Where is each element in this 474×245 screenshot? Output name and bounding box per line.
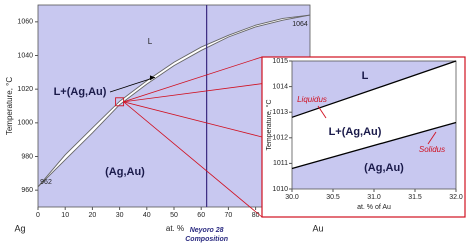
y-tick-label: 1014 — [272, 83, 288, 90]
annotation-arrow — [427, 131, 437, 145]
x-tick-label: 31.0 — [367, 194, 381, 201]
phase-boundary — [291, 121, 457, 170]
x-end-label: Ag — [14, 223, 25, 233]
y-axis-label: Temperature, °C — [265, 99, 273, 150]
zoom-connector — [123, 101, 263, 218]
y-tick-label: 1010 — [272, 186, 288, 193]
phase-boundary — [37, 14, 311, 188]
y-tick-label: 1000 — [17, 120, 33, 127]
series-label: Solidus — [419, 145, 445, 154]
x-end-label: Au — [312, 223, 323, 233]
region-label: (Ag,Au) — [364, 162, 404, 174]
x-tick-label: 0 — [36, 212, 40, 219]
region-label-solid: (Ag,Au) — [105, 166, 145, 178]
y-tick-label: 1020 — [17, 86, 33, 93]
x-tick-label: 70 — [225, 212, 233, 219]
x-tick-label: 50 — [170, 212, 178, 219]
annotation-arrow — [317, 105, 327, 119]
endpoint-label: 1064 — [292, 21, 308, 28]
x-tick-label: 30.5 — [326, 194, 340, 201]
endpoint-label: 962 — [40, 179, 52, 186]
y-tick-label: 1012 — [272, 135, 288, 142]
zoom-connector — [123, 56, 263, 103]
y-axis-label: Temperature, °C — [5, 77, 14, 136]
y-tick-label: 1011 — [273, 160, 288, 167]
y-tick-label: 1015 — [272, 58, 288, 65]
phase-boundary — [37, 14, 311, 188]
x-tick-label: 60 — [197, 212, 205, 219]
x-axis-label: at. % — [166, 224, 184, 233]
x-axis-label: at. % of Au — [357, 204, 391, 211]
composition-label: Composition — [185, 236, 228, 243]
y-tick-label: 1060 — [17, 19, 33, 26]
region-label-two-phase: L+(Ag,Au) — [54, 86, 107, 98]
y-tick-label: 1013 — [272, 109, 288, 116]
x-tick-label: 80 — [252, 212, 260, 219]
series-label: Liquidus — [297, 95, 327, 104]
x-tick-label: 32.0 — [449, 194, 463, 201]
region-label: L — [362, 70, 369, 82]
composition-label: Neyoro 28 — [190, 227, 224, 234]
x-tick-label: 30.0 — [285, 194, 299, 201]
y-tick-label: 980 — [21, 153, 33, 160]
x-tick-label: 10 — [61, 212, 69, 219]
annotation-arrow — [109, 77, 156, 93]
x-tick-label: 40 — [143, 212, 151, 219]
region-label-l: L — [148, 37, 153, 46]
x-tick-label: 30 — [116, 212, 124, 219]
arrow-head — [149, 75, 155, 81]
y-tick-label: 1040 — [17, 52, 33, 59]
x-tick-label: 20 — [89, 212, 97, 219]
region-label: L+(Ag,Au) — [329, 126, 382, 138]
y-tick-label: 960 — [21, 187, 33, 194]
solid-region — [292, 122, 456, 189]
zoom-connector — [123, 101, 263, 138]
x-tick-label: 31.5 — [408, 194, 422, 201]
